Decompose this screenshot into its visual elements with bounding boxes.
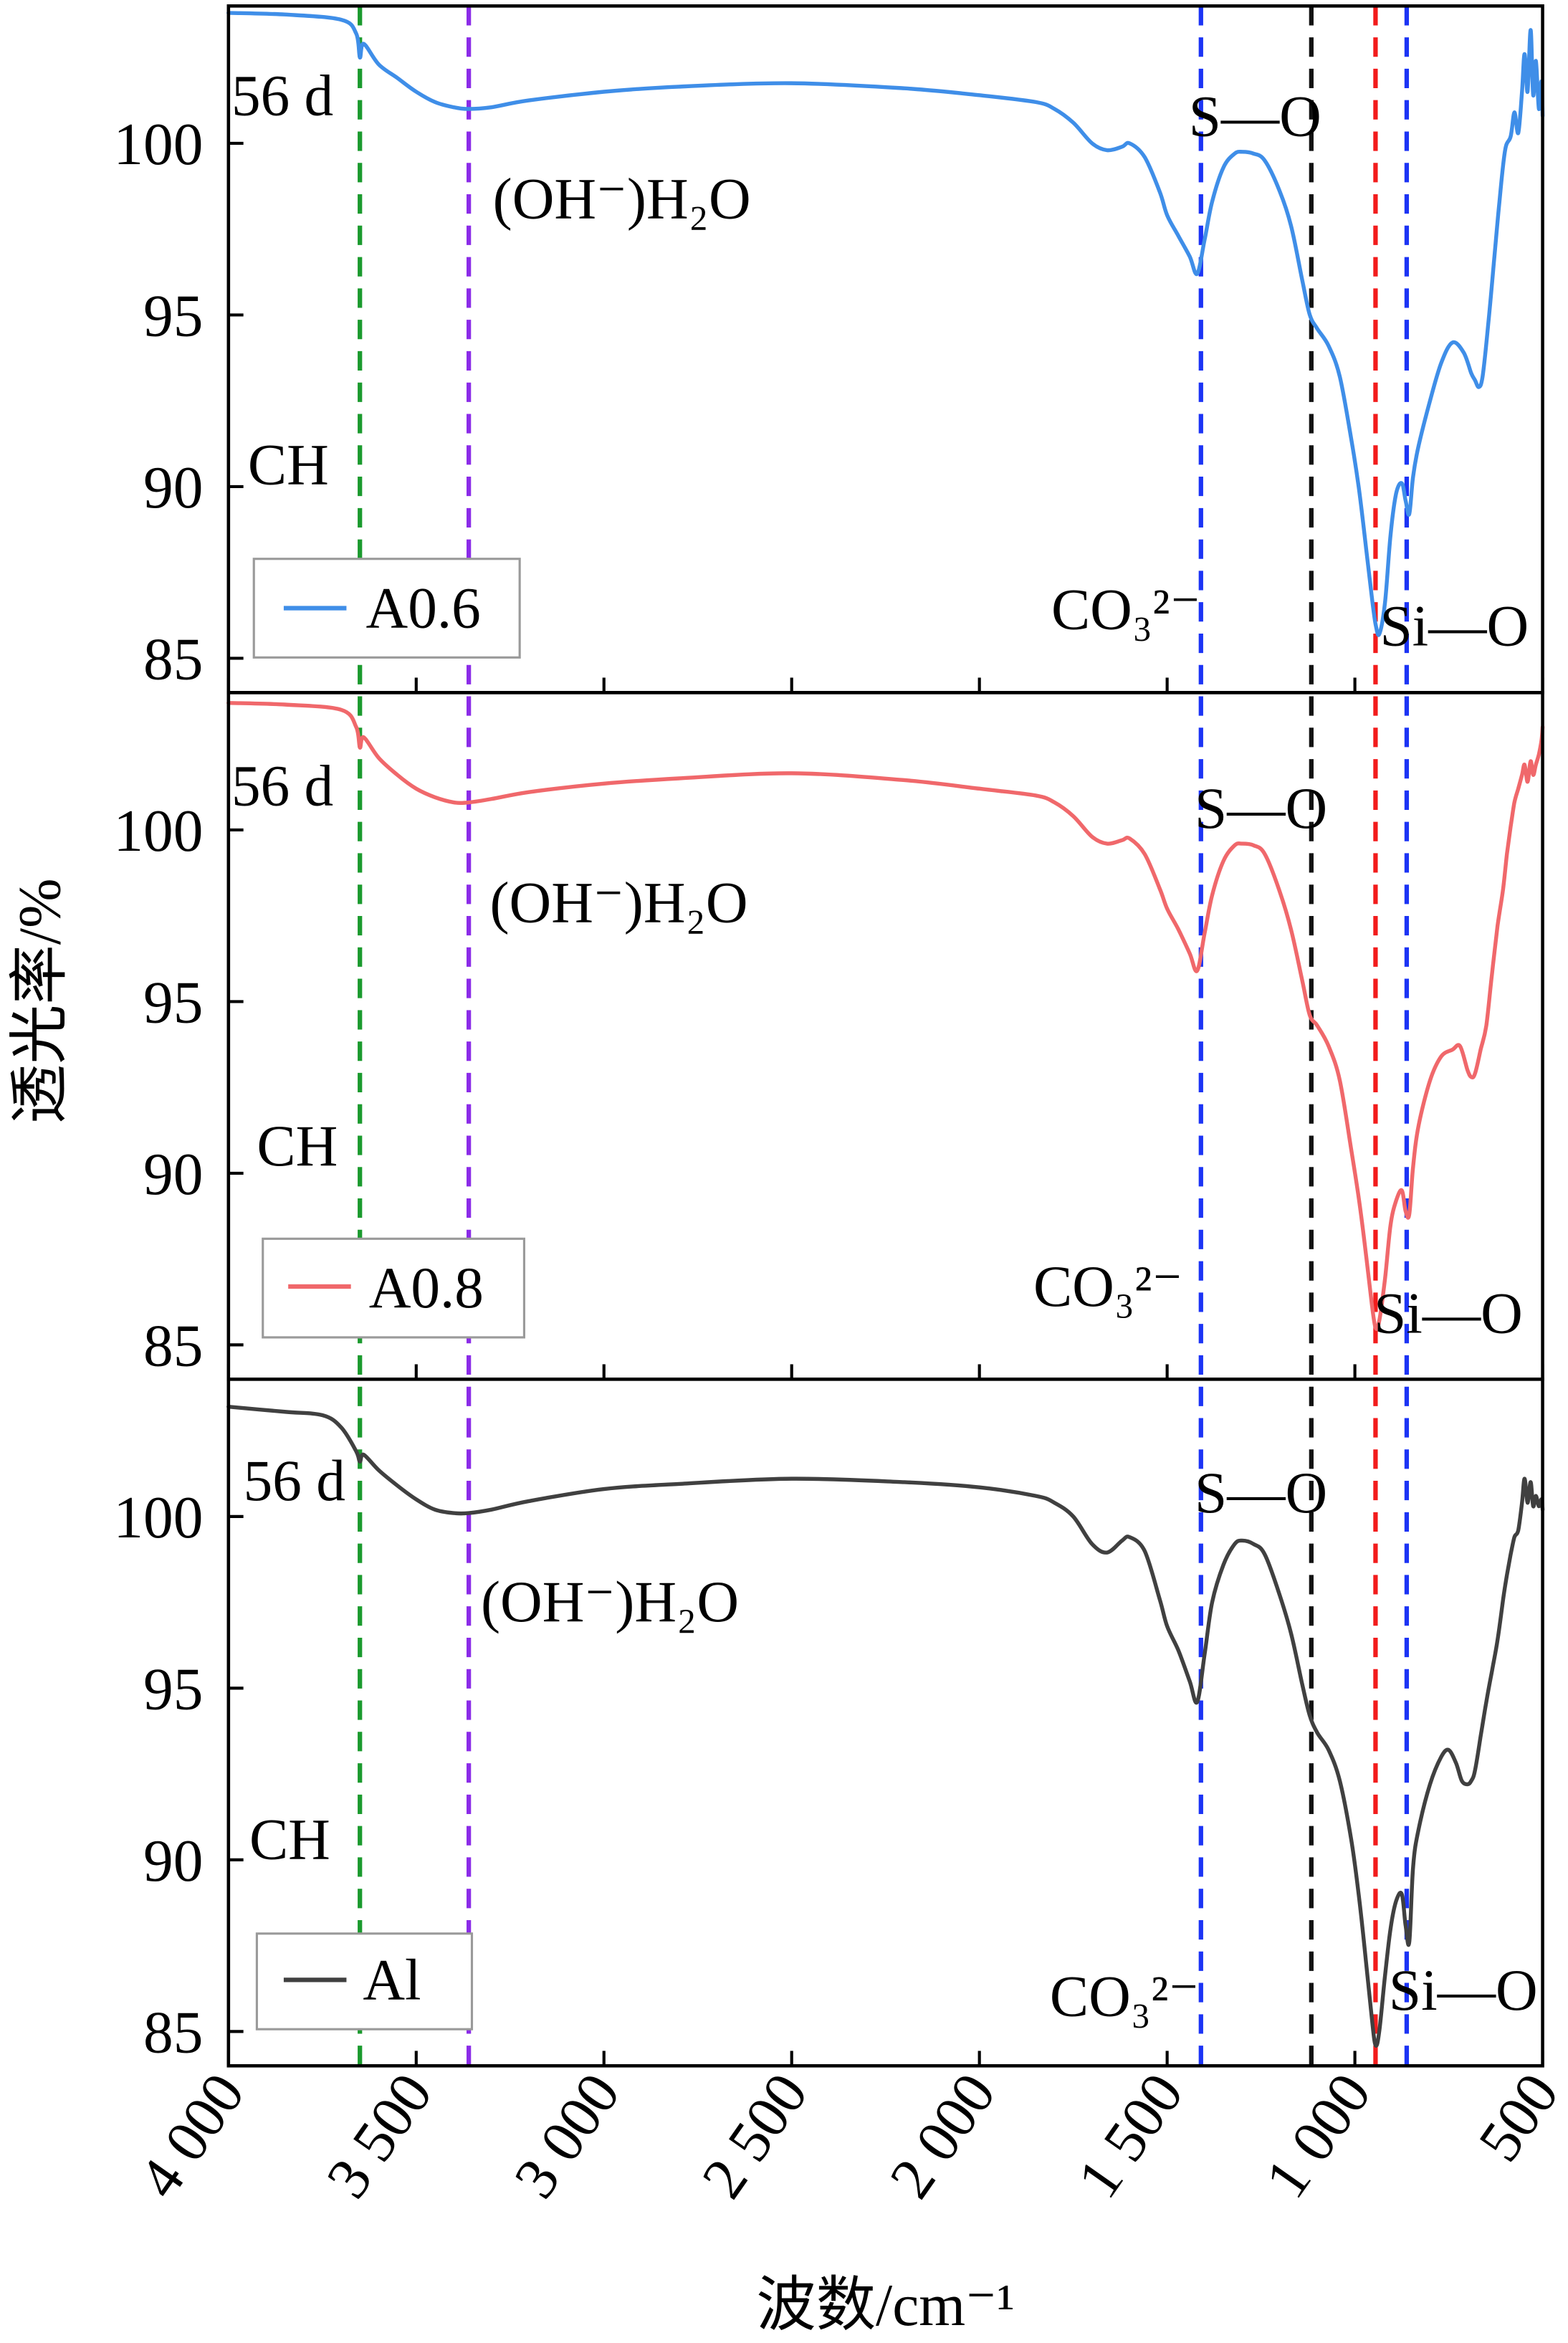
series-layer	[226, 11, 1545, 2048]
y-tick-label: 90	[143, 1828, 203, 1894]
annotation-co3: CO₃²⁻	[1051, 578, 1200, 642]
legend-a08: A0.8	[262, 1237, 525, 1339]
y-tick-label: 100	[113, 798, 203, 864]
legend-label: Al	[363, 1947, 421, 2012]
annotation-oh-h2o: (OH⁻)H₂O	[489, 870, 747, 935]
annotation-co3: CO₃²⁻	[1033, 1254, 1182, 1319]
annotation-ch: CH	[249, 1808, 330, 1872]
y-axis-title: 透光率/%	[7, 878, 73, 1124]
annotation-oh-h2o: (OH⁻)H₂O	[481, 1570, 739, 1634]
axes-layer	[226, 4, 1544, 2068]
annotation-si-o: Si—O	[1374, 1282, 1523, 1346]
legend-label: A0.6	[366, 576, 481, 641]
annotation-s-o: S—O	[1195, 776, 1327, 841]
y-tick-label: 90	[143, 1142, 203, 1208]
legend-al: Al	[255, 1932, 474, 2031]
legend-a06: A0.6	[252, 558, 521, 659]
y-tick-label: 95	[143, 970, 203, 1036]
panel-a06-annotations: 56 d (OH⁻)H₂O S—O CH CO₃²⁻ Si—O	[231, 64, 1529, 659]
annotation-age: 56 d	[231, 754, 333, 819]
y-tick-label: 100	[113, 112, 203, 178]
annotation-age: 56 d	[231, 64, 333, 128]
y-tick-label: 95	[143, 284, 203, 350]
y-tick-label: 95	[143, 1657, 203, 1723]
annotation-age: 56 d	[244, 1449, 345, 1513]
series-line-a08	[226, 700, 1545, 1331]
annotation-oh-h2o: (OH⁻)H₂O	[493, 166, 751, 231]
series-line-al	[226, 1404, 1545, 2048]
annotation-s-o: S—O	[1189, 85, 1321, 149]
panel-al-annotations: 56 d (OH⁻)H₂O S—O CH CO₃²⁻ Si—O	[244, 1449, 1538, 2028]
annotation-si-o: Si—O	[1389, 1958, 1538, 2023]
y-tick-label: 100	[113, 1485, 203, 1551]
annotation-co3: CO₃²⁻	[1050, 1964, 1199, 2028]
annotation-s-o: S—O	[1195, 1461, 1327, 1525]
panel-a08-annotations: 56 d (OH⁻)H₂O S—O CH CO₃²⁻ Si—O	[231, 754, 1523, 1346]
x-axis-title: 波数/cm⁻¹	[756, 2273, 1015, 2339]
y-tick-label: 85	[143, 627, 203, 693]
y-tick-label: 85	[143, 1314, 203, 1380]
annotation-ch: CH	[248, 432, 329, 497]
y-tick-label: 90	[143, 455, 203, 521]
series-line-a06	[226, 11, 1545, 637]
annotation-ch: CH	[257, 1114, 338, 1178]
y-tick-label: 85	[143, 2000, 203, 2066]
panel-frame	[226, 1377, 1544, 2068]
legend-label: A0.8	[369, 1256, 484, 1320]
annotation-si-o: Si—O	[1380, 594, 1529, 659]
